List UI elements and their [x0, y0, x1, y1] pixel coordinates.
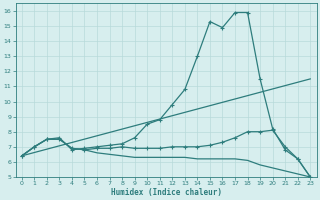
X-axis label: Humidex (Indice chaleur): Humidex (Indice chaleur) [110, 188, 221, 197]
